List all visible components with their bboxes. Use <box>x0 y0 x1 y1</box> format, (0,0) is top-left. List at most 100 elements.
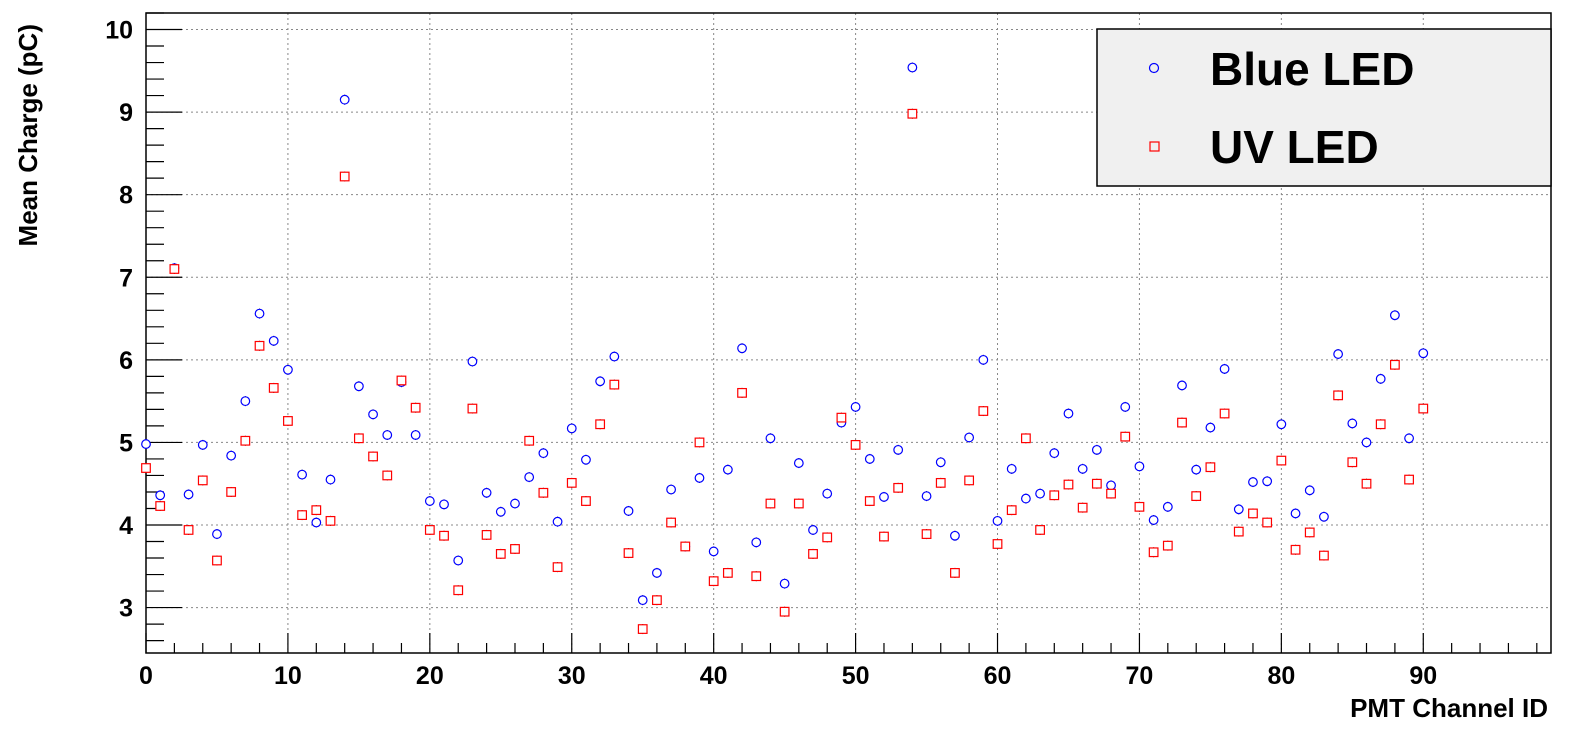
data-point <box>524 472 535 483</box>
data-point <box>921 529 932 539</box>
y-tick-label: 6 <box>119 347 133 375</box>
data-point <box>864 454 875 464</box>
x-tick-label: 30 <box>558 662 586 690</box>
data-point <box>226 487 237 497</box>
data-point <box>283 416 293 426</box>
data-point <box>893 444 904 455</box>
data-point <box>297 469 308 480</box>
data-point <box>1418 348 1429 359</box>
data-point <box>1347 457 1358 468</box>
data-point <box>1389 359 1400 370</box>
data-point <box>893 482 904 493</box>
data-point <box>1333 349 1344 359</box>
data-point <box>311 505 322 516</box>
data-point <box>609 379 620 390</box>
data-point <box>836 412 847 423</box>
data-point <box>339 171 350 182</box>
data-point <box>169 264 180 274</box>
data-point <box>155 490 166 501</box>
x-tick-label: 60 <box>984 662 1012 690</box>
data-point <box>1148 515 1159 525</box>
data-point <box>1177 380 1187 391</box>
data-point <box>1091 444 1102 455</box>
x-tick-label: 80 <box>1267 662 1295 690</box>
data-point <box>666 517 677 528</box>
y-tick-label: 7 <box>119 264 133 292</box>
data-point <box>637 624 648 634</box>
data-point <box>581 454 591 465</box>
data-point <box>1148 547 1159 558</box>
data-point <box>538 487 549 498</box>
data-point <box>197 439 208 450</box>
data-point <box>935 457 946 468</box>
data-point <box>453 555 464 566</box>
data-point <box>325 474 336 485</box>
data-point <box>1290 508 1301 519</box>
data-point <box>254 340 265 351</box>
data-point <box>751 537 762 548</box>
data-point <box>921 491 932 501</box>
data-point <box>751 571 762 582</box>
data-point <box>950 530 960 541</box>
data-point <box>1077 502 1088 513</box>
data-point <box>1134 461 1145 472</box>
data-point <box>240 435 251 446</box>
data-point <box>1106 488 1116 499</box>
plot-frame <box>145 12 1552 654</box>
data-point <box>212 529 222 539</box>
data-point <box>864 496 875 506</box>
data-point <box>1120 402 1131 412</box>
data-point <box>722 464 733 475</box>
data-point <box>822 532 833 543</box>
data-point <box>495 506 506 517</box>
data-point <box>737 387 747 398</box>
data-point <box>1177 417 1187 428</box>
y-tick-label: 8 <box>119 182 133 210</box>
data-point <box>850 402 861 412</box>
data-point <box>1262 517 1273 528</box>
data-point <box>1035 525 1045 535</box>
data-point <box>368 451 378 462</box>
data-point <box>1077 463 1088 474</box>
data-point <box>978 354 989 365</box>
data-point <box>694 473 705 483</box>
data-point <box>808 525 818 535</box>
data-point <box>382 430 393 440</box>
legend-marker-uv-led <box>1149 141 1160 152</box>
data-points <box>141 62 1429 634</box>
data-point <box>368 409 378 420</box>
data-point <box>1248 508 1258 519</box>
x-tick-label: 10 <box>274 662 302 690</box>
data-point <box>1219 408 1230 419</box>
data-point <box>155 501 166 511</box>
data-point <box>694 437 705 448</box>
data-point <box>1404 474 1414 485</box>
data-point <box>325 515 336 526</box>
data-point <box>141 463 151 473</box>
data-point <box>510 544 520 554</box>
data-point <box>765 498 776 509</box>
data-point <box>1233 526 1244 537</box>
data-point <box>666 484 677 495</box>
data-point <box>581 496 591 506</box>
data-point <box>141 439 151 449</box>
data-point <box>1006 505 1017 516</box>
data-point <box>1020 433 1031 444</box>
data-point <box>1347 418 1358 429</box>
data-point <box>623 506 634 516</box>
data-point <box>1276 419 1287 430</box>
data-point <box>1162 501 1173 512</box>
data-point <box>1304 527 1315 538</box>
data-point <box>183 525 194 535</box>
data-point <box>1020 493 1031 504</box>
data-point <box>226 450 237 461</box>
data-point <box>652 595 662 606</box>
data-point <box>1290 544 1301 555</box>
x-tick-label: 20 <box>416 662 444 690</box>
data-point <box>311 517 322 528</box>
data-point <box>510 498 520 509</box>
data-point <box>609 351 620 362</box>
data-point <box>1319 511 1329 522</box>
data-point <box>907 62 918 73</box>
data-point <box>410 402 421 413</box>
